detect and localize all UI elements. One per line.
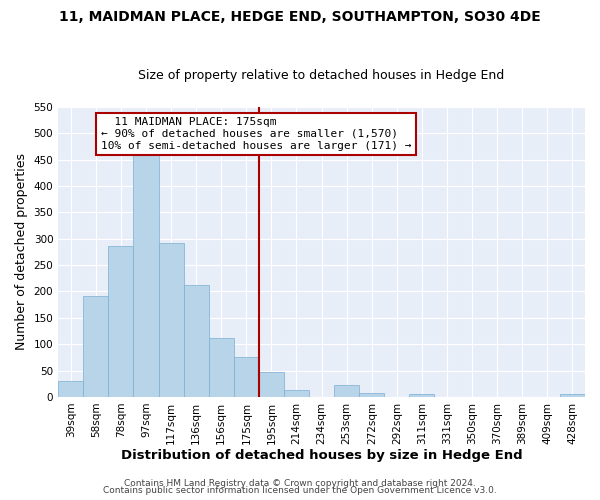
- Bar: [359, 392, 385, 397]
- Bar: [184, 284, 209, 397]
- Bar: [133, 156, 158, 397]
- Text: 11, MAIDMAN PLACE, HEDGE END, SOUTHAMPTON, SO30 4DE: 11, MAIDMAN PLACE, HEDGE END, SOUTHAMPTO…: [59, 10, 541, 24]
- Text: 11 MAIDMAN PLACE: 175sqm
← 90% of detached houses are smaller (1,570)
10% of sem: 11 MAIDMAN PLACE: 175sqm ← 90% of detach…: [101, 118, 412, 150]
- Bar: [259, 372, 284, 397]
- Bar: [209, 338, 234, 397]
- Bar: [234, 358, 259, 397]
- Bar: [158, 243, 184, 397]
- Bar: [334, 386, 359, 397]
- Bar: [409, 394, 434, 397]
- Title: Size of property relative to detached houses in Hedge End: Size of property relative to detached ho…: [139, 69, 505, 82]
- Text: Contains public sector information licensed under the Open Government Licence v3: Contains public sector information licen…: [103, 486, 497, 495]
- Bar: [83, 296, 109, 397]
- Bar: [109, 246, 133, 397]
- X-axis label: Distribution of detached houses by size in Hedge End: Distribution of detached houses by size …: [121, 450, 523, 462]
- Bar: [58, 381, 83, 397]
- Bar: [284, 390, 309, 397]
- Text: Contains HM Land Registry data © Crown copyright and database right 2024.: Contains HM Land Registry data © Crown c…: [124, 478, 476, 488]
- Y-axis label: Number of detached properties: Number of detached properties: [15, 154, 28, 350]
- Bar: [560, 394, 585, 397]
